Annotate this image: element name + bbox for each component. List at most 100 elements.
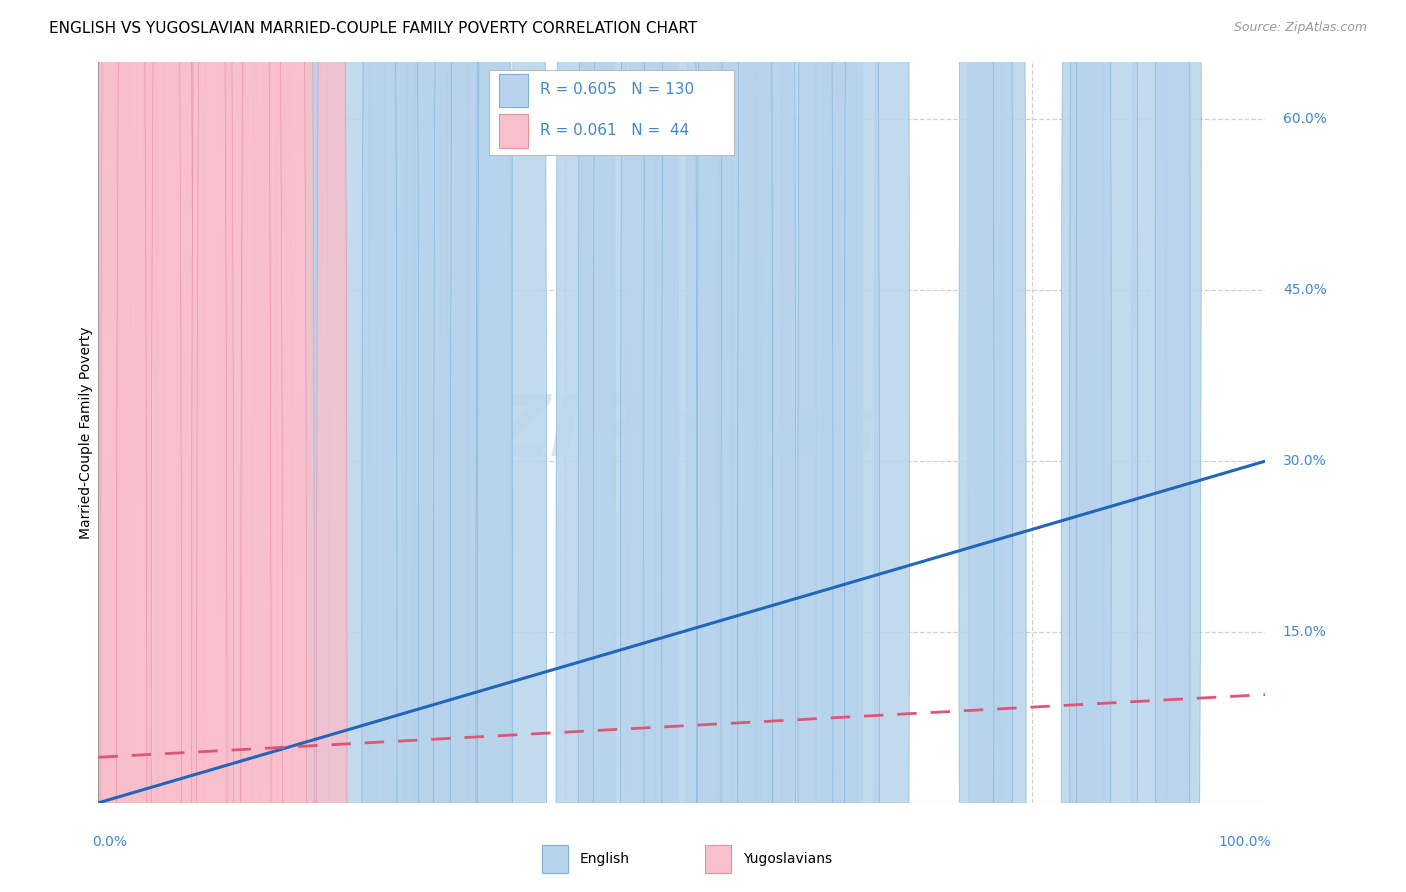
Text: ENGLISH VS YUGOSLAVIAN MARRIED-COUPLE FAMILY POVERTY CORRELATION CHART: ENGLISH VS YUGOSLAVIAN MARRIED-COUPLE FA… xyxy=(49,21,697,36)
Circle shape xyxy=(991,0,1026,892)
Circle shape xyxy=(294,0,329,892)
Circle shape xyxy=(662,0,697,892)
Circle shape xyxy=(114,0,149,892)
Circle shape xyxy=(90,0,120,892)
Circle shape xyxy=(242,0,273,892)
Circle shape xyxy=(242,0,273,892)
Text: ZIPatlas: ZIPatlas xyxy=(486,391,877,475)
Circle shape xyxy=(1102,0,1137,892)
Circle shape xyxy=(758,0,793,892)
Circle shape xyxy=(125,0,156,892)
Circle shape xyxy=(828,0,863,892)
Circle shape xyxy=(433,0,468,892)
Circle shape xyxy=(136,0,172,892)
Circle shape xyxy=(125,0,160,892)
Circle shape xyxy=(128,0,163,892)
Circle shape xyxy=(228,0,263,892)
Circle shape xyxy=(231,0,266,892)
Circle shape xyxy=(959,0,994,892)
Circle shape xyxy=(105,0,135,892)
Circle shape xyxy=(406,0,441,892)
Circle shape xyxy=(197,0,226,892)
FancyBboxPatch shape xyxy=(541,845,568,873)
Circle shape xyxy=(468,0,503,892)
Text: Yugoslavians: Yugoslavians xyxy=(742,852,832,866)
Circle shape xyxy=(204,0,239,892)
Text: 15.0%: 15.0% xyxy=(1282,625,1327,639)
Circle shape xyxy=(381,0,416,892)
Circle shape xyxy=(384,0,419,892)
Circle shape xyxy=(371,0,406,892)
Circle shape xyxy=(644,0,679,892)
Circle shape xyxy=(132,0,167,892)
Circle shape xyxy=(447,0,482,892)
Circle shape xyxy=(443,0,478,892)
Circle shape xyxy=(219,0,254,892)
Circle shape xyxy=(581,0,616,892)
Circle shape xyxy=(475,0,510,892)
Circle shape xyxy=(512,0,547,892)
Circle shape xyxy=(782,0,815,892)
Circle shape xyxy=(1062,0,1097,892)
Circle shape xyxy=(249,0,284,892)
Circle shape xyxy=(177,0,212,892)
Circle shape xyxy=(87,0,117,892)
Circle shape xyxy=(738,0,773,892)
Circle shape xyxy=(297,0,332,892)
Circle shape xyxy=(91,0,121,892)
Circle shape xyxy=(270,0,301,892)
Circle shape xyxy=(90,0,121,892)
Circle shape xyxy=(142,0,172,892)
Circle shape xyxy=(276,0,307,892)
Circle shape xyxy=(163,0,194,892)
Circle shape xyxy=(252,0,283,892)
Circle shape xyxy=(229,0,259,892)
Circle shape xyxy=(104,0,139,892)
Circle shape xyxy=(94,0,125,892)
FancyBboxPatch shape xyxy=(499,114,527,147)
Circle shape xyxy=(1166,0,1201,892)
Circle shape xyxy=(620,0,655,892)
Circle shape xyxy=(111,0,146,892)
Circle shape xyxy=(172,0,205,892)
Text: 100.0%: 100.0% xyxy=(1219,835,1271,848)
Circle shape xyxy=(231,0,266,892)
Circle shape xyxy=(156,0,191,892)
Circle shape xyxy=(240,0,271,892)
Circle shape xyxy=(316,0,347,892)
Circle shape xyxy=(337,0,373,892)
FancyBboxPatch shape xyxy=(489,70,734,155)
Circle shape xyxy=(238,0,273,892)
Text: English: English xyxy=(579,852,630,866)
Circle shape xyxy=(87,0,122,892)
Circle shape xyxy=(312,0,347,892)
Circle shape xyxy=(112,0,148,892)
Circle shape xyxy=(433,0,468,892)
Circle shape xyxy=(413,0,449,892)
Circle shape xyxy=(288,0,323,892)
Circle shape xyxy=(225,0,256,892)
Circle shape xyxy=(799,0,832,892)
Circle shape xyxy=(593,0,628,892)
Circle shape xyxy=(145,0,180,892)
Circle shape xyxy=(467,0,502,892)
Circle shape xyxy=(183,0,218,892)
Circle shape xyxy=(177,0,207,892)
Circle shape xyxy=(845,0,879,892)
Circle shape xyxy=(247,0,281,892)
Text: 60.0%: 60.0% xyxy=(1282,112,1327,127)
Circle shape xyxy=(723,0,758,892)
Circle shape xyxy=(200,0,231,892)
Circle shape xyxy=(430,0,465,892)
Circle shape xyxy=(159,0,194,892)
Circle shape xyxy=(245,0,280,892)
Circle shape xyxy=(699,0,734,892)
Circle shape xyxy=(823,0,858,892)
Circle shape xyxy=(120,0,155,892)
Circle shape xyxy=(98,0,132,892)
Circle shape xyxy=(204,0,233,892)
Circle shape xyxy=(114,0,148,892)
Circle shape xyxy=(87,0,122,892)
Circle shape xyxy=(131,0,166,892)
Circle shape xyxy=(87,0,117,892)
